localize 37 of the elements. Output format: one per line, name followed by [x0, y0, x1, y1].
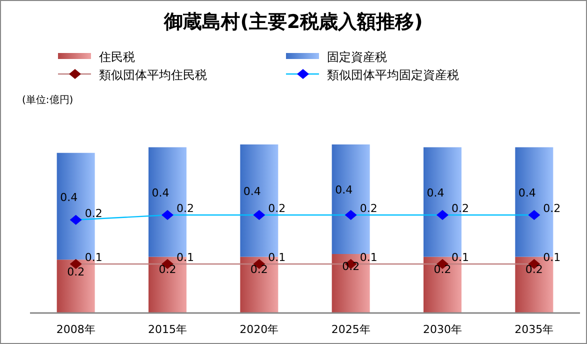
data-label: 0.2: [452, 202, 469, 215]
data-label: 0.2: [84, 206, 102, 220]
x-tick-label: 2025年: [331, 323, 370, 336]
data-label: 0.2: [434, 262, 452, 276]
data-label: 0.2: [543, 202, 561, 215]
x-tick-label: 2015年: [148, 323, 187, 336]
text: (単位:億円): [22, 94, 74, 106]
chart-title: 御蔵島村(主要2税歳入額推移): [163, 11, 423, 33]
data-label: 0.1: [268, 251, 286, 264]
data-label: 0.2: [250, 262, 268, 276]
legend-label: 固定資産税: [327, 50, 387, 64]
data-label: 0.1: [84, 251, 102, 264]
data-label: 0.4: [60, 190, 78, 204]
data-label: 0.2: [176, 202, 194, 215]
legend-label: 住民税: [98, 50, 135, 64]
data-label: 0.4: [426, 186, 444, 200]
x-tick-label: 2008年: [56, 323, 96, 336]
data-label: 0.4: [243, 185, 261, 198]
data-label: 0.4: [152, 186, 170, 200]
x-tick-label: 2030年: [423, 323, 462, 336]
bar: [56, 260, 95, 313]
data-label: 0.1: [360, 251, 378, 264]
x-tick-label: 2035年: [514, 323, 554, 336]
data-label: 0.1: [543, 251, 561, 264]
data-label: 0.1: [452, 251, 469, 264]
data-label: 0.2: [360, 202, 378, 215]
data-label: 0.2: [158, 262, 176, 276]
data-label: 0.2: [342, 260, 360, 274]
legend-label: 類似団体平均固定資産税: [327, 68, 459, 82]
data-label: 0.2: [525, 262, 543, 276]
data-label: 0.4: [518, 186, 536, 200]
legend-label: 類似団体平均住民税: [99, 68, 207, 82]
data-label: 0.4: [335, 184, 353, 197]
x-tick-label: 2020年: [240, 323, 279, 336]
data-label: 0.1: [176, 251, 194, 264]
data-label: 0.2: [67, 266, 85, 279]
data-label: 0.2: [268, 202, 286, 215]
